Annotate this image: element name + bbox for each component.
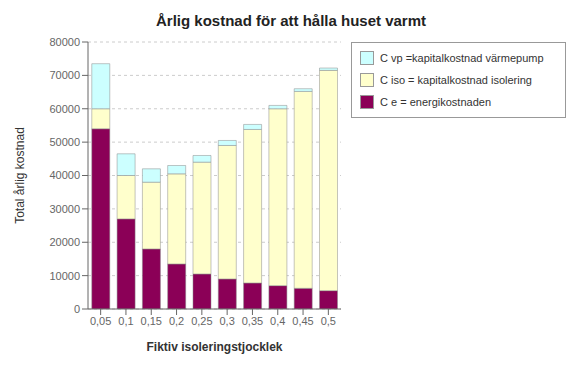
- svg-text:10000: 10000: [49, 270, 80, 282]
- html-text:C iso = kapitalkostnad isoleri: C iso = kapitalkostnad isolering: [380, 74, 532, 86]
- svg-text:0,45: 0,45: [292, 315, 313, 327]
- html-text:C e = energikostnaden: C e = energikostnaden: [380, 96, 491, 108]
- svg-text:20000: 20000: [49, 236, 80, 248]
- svg-text:30000: 30000: [49, 203, 80, 215]
- svg-text:0: 0: [74, 303, 80, 315]
- svg-text:70000: 70000: [49, 69, 80, 81]
- svg-text:0,25: 0,25: [191, 315, 212, 327]
- svg-text:80000: 80000: [49, 36, 80, 48]
- html-text:Årlig kostnad för att hålla hu: Årlig kostnad för att hålla huset varmt: [156, 12, 426, 29]
- svg-text:0,2: 0,2: [169, 315, 184, 327]
- svg-text:50000: 50000: [49, 136, 80, 148]
- svg-text:40000: 40000: [49, 169, 80, 181]
- svg-text:0,1: 0,1: [118, 315, 133, 327]
- svg-text:0,3: 0,3: [220, 315, 235, 327]
- svg-text:0,15: 0,15: [141, 315, 162, 327]
- svg-text:0,4: 0,4: [270, 315, 285, 327]
- html-text:C vp =kapitalkostnad värmepump: C vp =kapitalkostnad värmepump: [380, 52, 544, 64]
- svg-text:Fiktiv isoleringstjocklek: Fiktiv isoleringstjocklek: [146, 340, 282, 354]
- svg-text:0,35: 0,35: [242, 315, 263, 327]
- svg-text:0,05: 0,05: [90, 315, 111, 327]
- svg-text:Total årlig kostnad: Total årlig kostnad: [13, 127, 27, 224]
- svg-text:60000: 60000: [49, 103, 80, 115]
- svg-text:0,5: 0,5: [321, 315, 336, 327]
